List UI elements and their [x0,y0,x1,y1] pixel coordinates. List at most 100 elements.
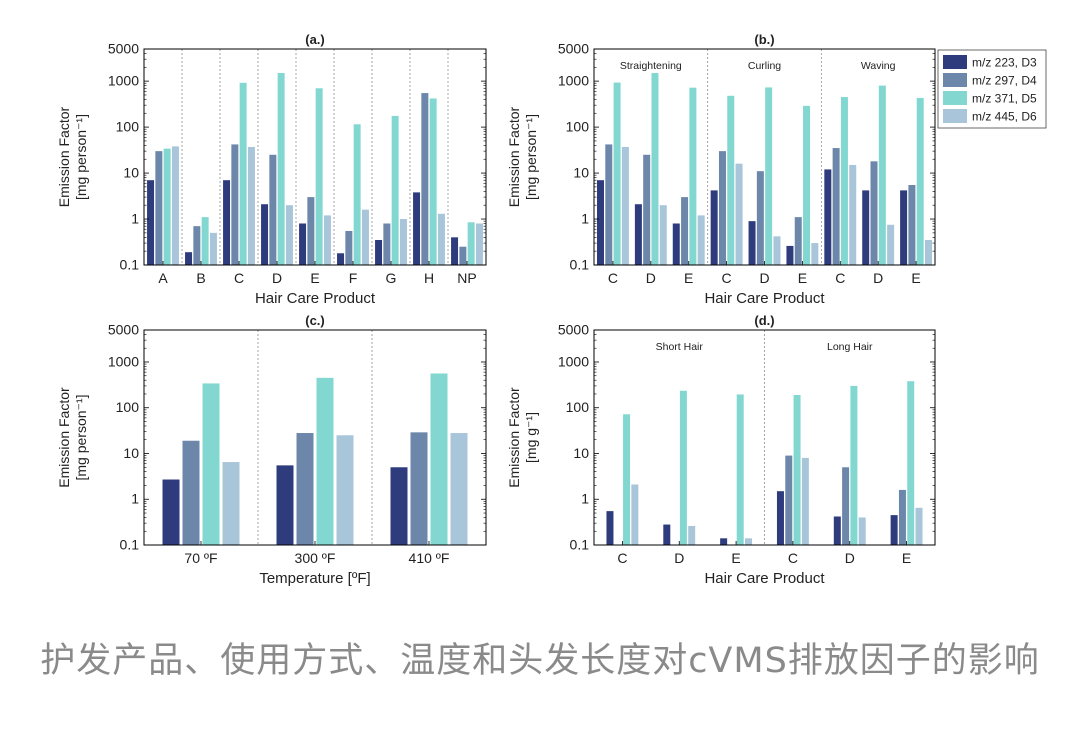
bar-D4-7 [421,93,429,265]
bar-D5-1 [201,217,209,265]
axes-frame [143,48,487,266]
y-tick-label: 1000 [558,353,589,369]
x-tick-label: H [424,270,434,286]
chart-title: (d.) [754,313,774,328]
bar-D5-1 [651,73,659,266]
bar-D6-4 [323,215,331,265]
x-tick-label: E [310,270,319,286]
bar-D3-4 [748,221,756,265]
bar-D6-8 [475,223,483,265]
bar-D6-5 [811,243,819,265]
chart-panel-a: (a.) A B C D E F G H NP 0.1 1 10 100 1000 5000 Hair Care… [56,32,487,307]
bar-D6-1 [688,526,696,545]
bar-D3-0 [147,180,155,265]
y-tick-label: 100 [116,119,140,135]
y-tick-label: 10 [573,445,589,461]
y-tick-label: 5000 [558,322,589,338]
bar-D6-6 [399,219,407,265]
bar-D3-5 [890,515,898,545]
bar-D3-8 [900,190,908,265]
bar-D5-7 [429,98,437,265]
chart-panel-b: (b.) Straightening Curling Waving C D E C D E C D E 0… [506,32,936,307]
bar-D5-0 [623,414,631,545]
bar-D4-8 [459,246,467,265]
x-tick-label: F [349,270,358,286]
bar-D3-4 [299,223,307,265]
bar-D5-7 [878,85,886,266]
x-tick-label: C [617,550,627,566]
y-tick-label: 5000 [108,41,139,57]
bar-D6-6 [849,164,857,265]
legend-label-D4: m/z 297, D4 [972,74,1037,88]
bar-D4-5 [345,230,353,265]
bar-D4-5 [898,489,906,545]
bar-D5-0 [202,383,220,545]
bar-D6-3 [735,163,743,265]
bar-D3-1 [276,465,294,545]
bar-D6-0 [621,146,629,265]
bar-D6-4 [773,236,781,265]
legend: m/z 223, D3 m/z 297, D4 m/z 371, D5 m/z 445… [937,49,1047,129]
y-tick-label: 1000 [558,73,589,89]
bar-D6-7 [437,213,445,265]
x-tick-label: D [674,550,684,566]
bar-D3-0 [606,511,614,545]
legend-label-D6: m/z 445, D6 [972,110,1037,124]
bar-D5-4 [765,87,773,265]
bar-D5-3 [277,73,285,266]
group-label: Short Hair [656,341,704,353]
bar-D6-0 [222,462,240,545]
x-tick-label: E [684,270,693,286]
x-tick-label: E [902,550,911,566]
chart-title: (c.) [305,313,325,328]
x-tick-label: 410 ºF [409,550,450,566]
bar-D5-3 [793,394,801,545]
bar-D5-8 [467,222,475,265]
bar-D6-1 [659,205,667,265]
x-axis-label: Hair Care Product [704,570,825,587]
legend-label-D5: m/z 371, D5 [972,92,1037,106]
bar-D3-1 [663,524,671,545]
y-tick-label: 5000 [558,41,589,57]
bar-D6-3 [285,205,293,265]
bar-D3-6 [375,239,383,265]
bar-D5-0 [163,148,171,265]
y-tick-label: 0.1 [120,537,140,553]
bar-D4-4 [307,197,315,265]
bar-D6-0 [171,146,179,265]
bar-D4-5 [794,217,802,265]
bar-D5-8 [916,97,924,266]
x-tick-label: B [196,270,205,286]
x-tick-label: E [911,270,920,286]
bar-D6-7 [887,224,895,265]
bar-D6-2 [697,215,705,265]
y-axis-label-line1: Emission Factor [56,387,72,488]
bar-D6-0 [631,484,639,545]
bar-D3-2 [720,538,728,545]
y-tick-label: 1 [131,491,139,507]
bar-D3-3 [261,204,269,265]
group-label: Long Hair [827,341,873,353]
bar-D4-6 [383,223,391,265]
bar-D6-4 [858,517,866,545]
y-axis-label-line1: Emission Factor [56,106,72,207]
bar-D4-6 [832,148,840,265]
y-tick-label: 0.1 [120,257,140,273]
x-tick-label: C [722,270,732,286]
bar-D6-8 [925,239,933,265]
bar-D3-7 [413,192,421,265]
legend-swatch-D3 [943,55,967,69]
x-tick-label: D [272,270,282,286]
bar-D5-0 [613,82,621,266]
x-tick-label: E [731,550,740,566]
x-tick-label: G [386,270,397,286]
group-label: Curling [748,60,781,72]
y-tick-label: 10 [573,165,589,181]
y-axis-label-line2: [mg person⁻¹] [73,114,89,200]
bar-D5-5 [803,105,811,265]
y-tick-label: 5000 [108,322,139,338]
y-axis-label-line1: Emission Factor [506,387,522,488]
bar-D5-4 [850,385,858,545]
x-tick-label: D [873,270,883,286]
